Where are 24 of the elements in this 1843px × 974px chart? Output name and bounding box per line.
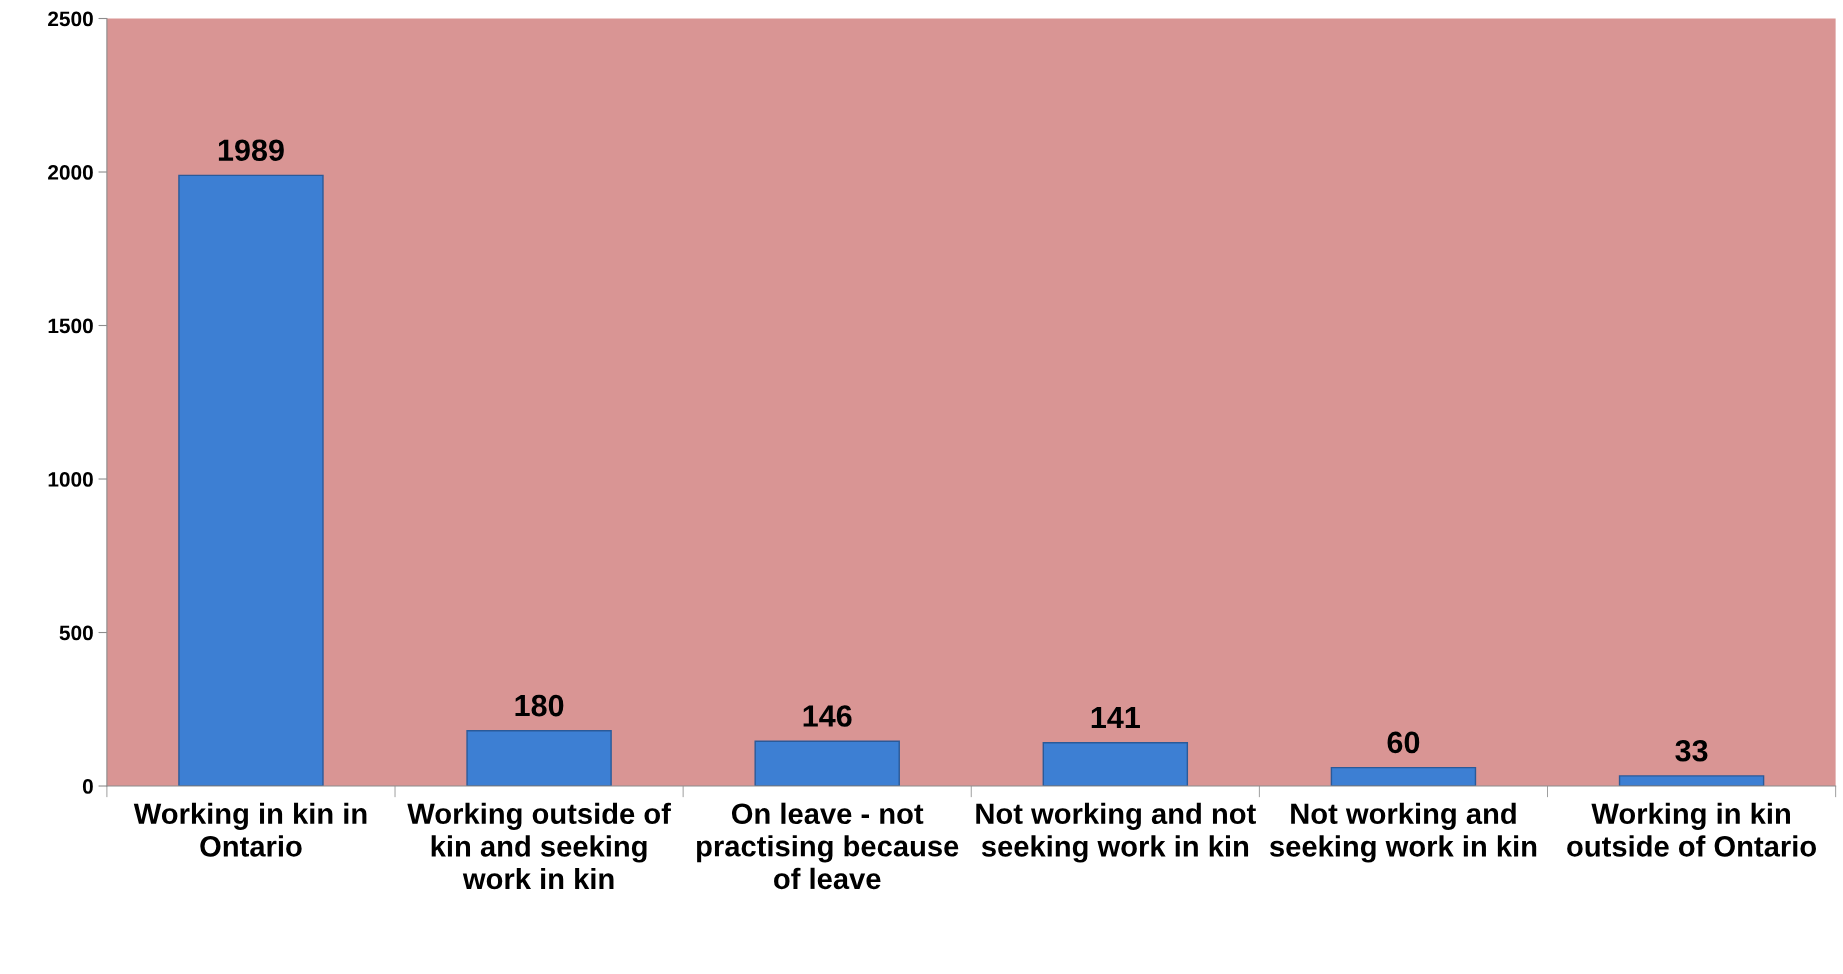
data-label: 146 [803, 705, 852, 727]
bar [466, 730, 612, 787]
y-tick-label: 1000 [48, 472, 93, 487]
x-tick-label: On leave - not practising because of leave [697, 802, 959, 890]
y-tick-label: 500 [59, 625, 93, 641]
x-tick-label: Working outside of kin and seeking work in kin [407, 802, 671, 890]
bar [1042, 742, 1189, 787]
y-tick-label: 0 [82, 779, 93, 794]
x-tick-label: Working in kin in Ontario [133, 802, 367, 857]
y-tick-label: 2000 [48, 165, 93, 180]
x-tick-label: Working in kin outside of Ontario [1567, 802, 1817, 857]
data-label: 180 [515, 694, 564, 717]
bar [178, 174, 324, 787]
y-tick-label: 1500 [48, 318, 93, 334]
x-tick-label: Not working and not seeking work in kin [976, 802, 1256, 863]
x-tick-label: Not working and seeking work in kin [1269, 802, 1537, 863]
data-label: 60 [1387, 731, 1420, 754]
bar [1330, 766, 1477, 787]
bar [754, 740, 900, 787]
data-label: 141 [1091, 707, 1140, 729]
data-label: 33 [1675, 739, 1708, 762]
bar [1618, 775, 1765, 787]
data-label: 1989 [218, 139, 284, 162]
y-tick-label: 2500 [48, 11, 93, 27]
